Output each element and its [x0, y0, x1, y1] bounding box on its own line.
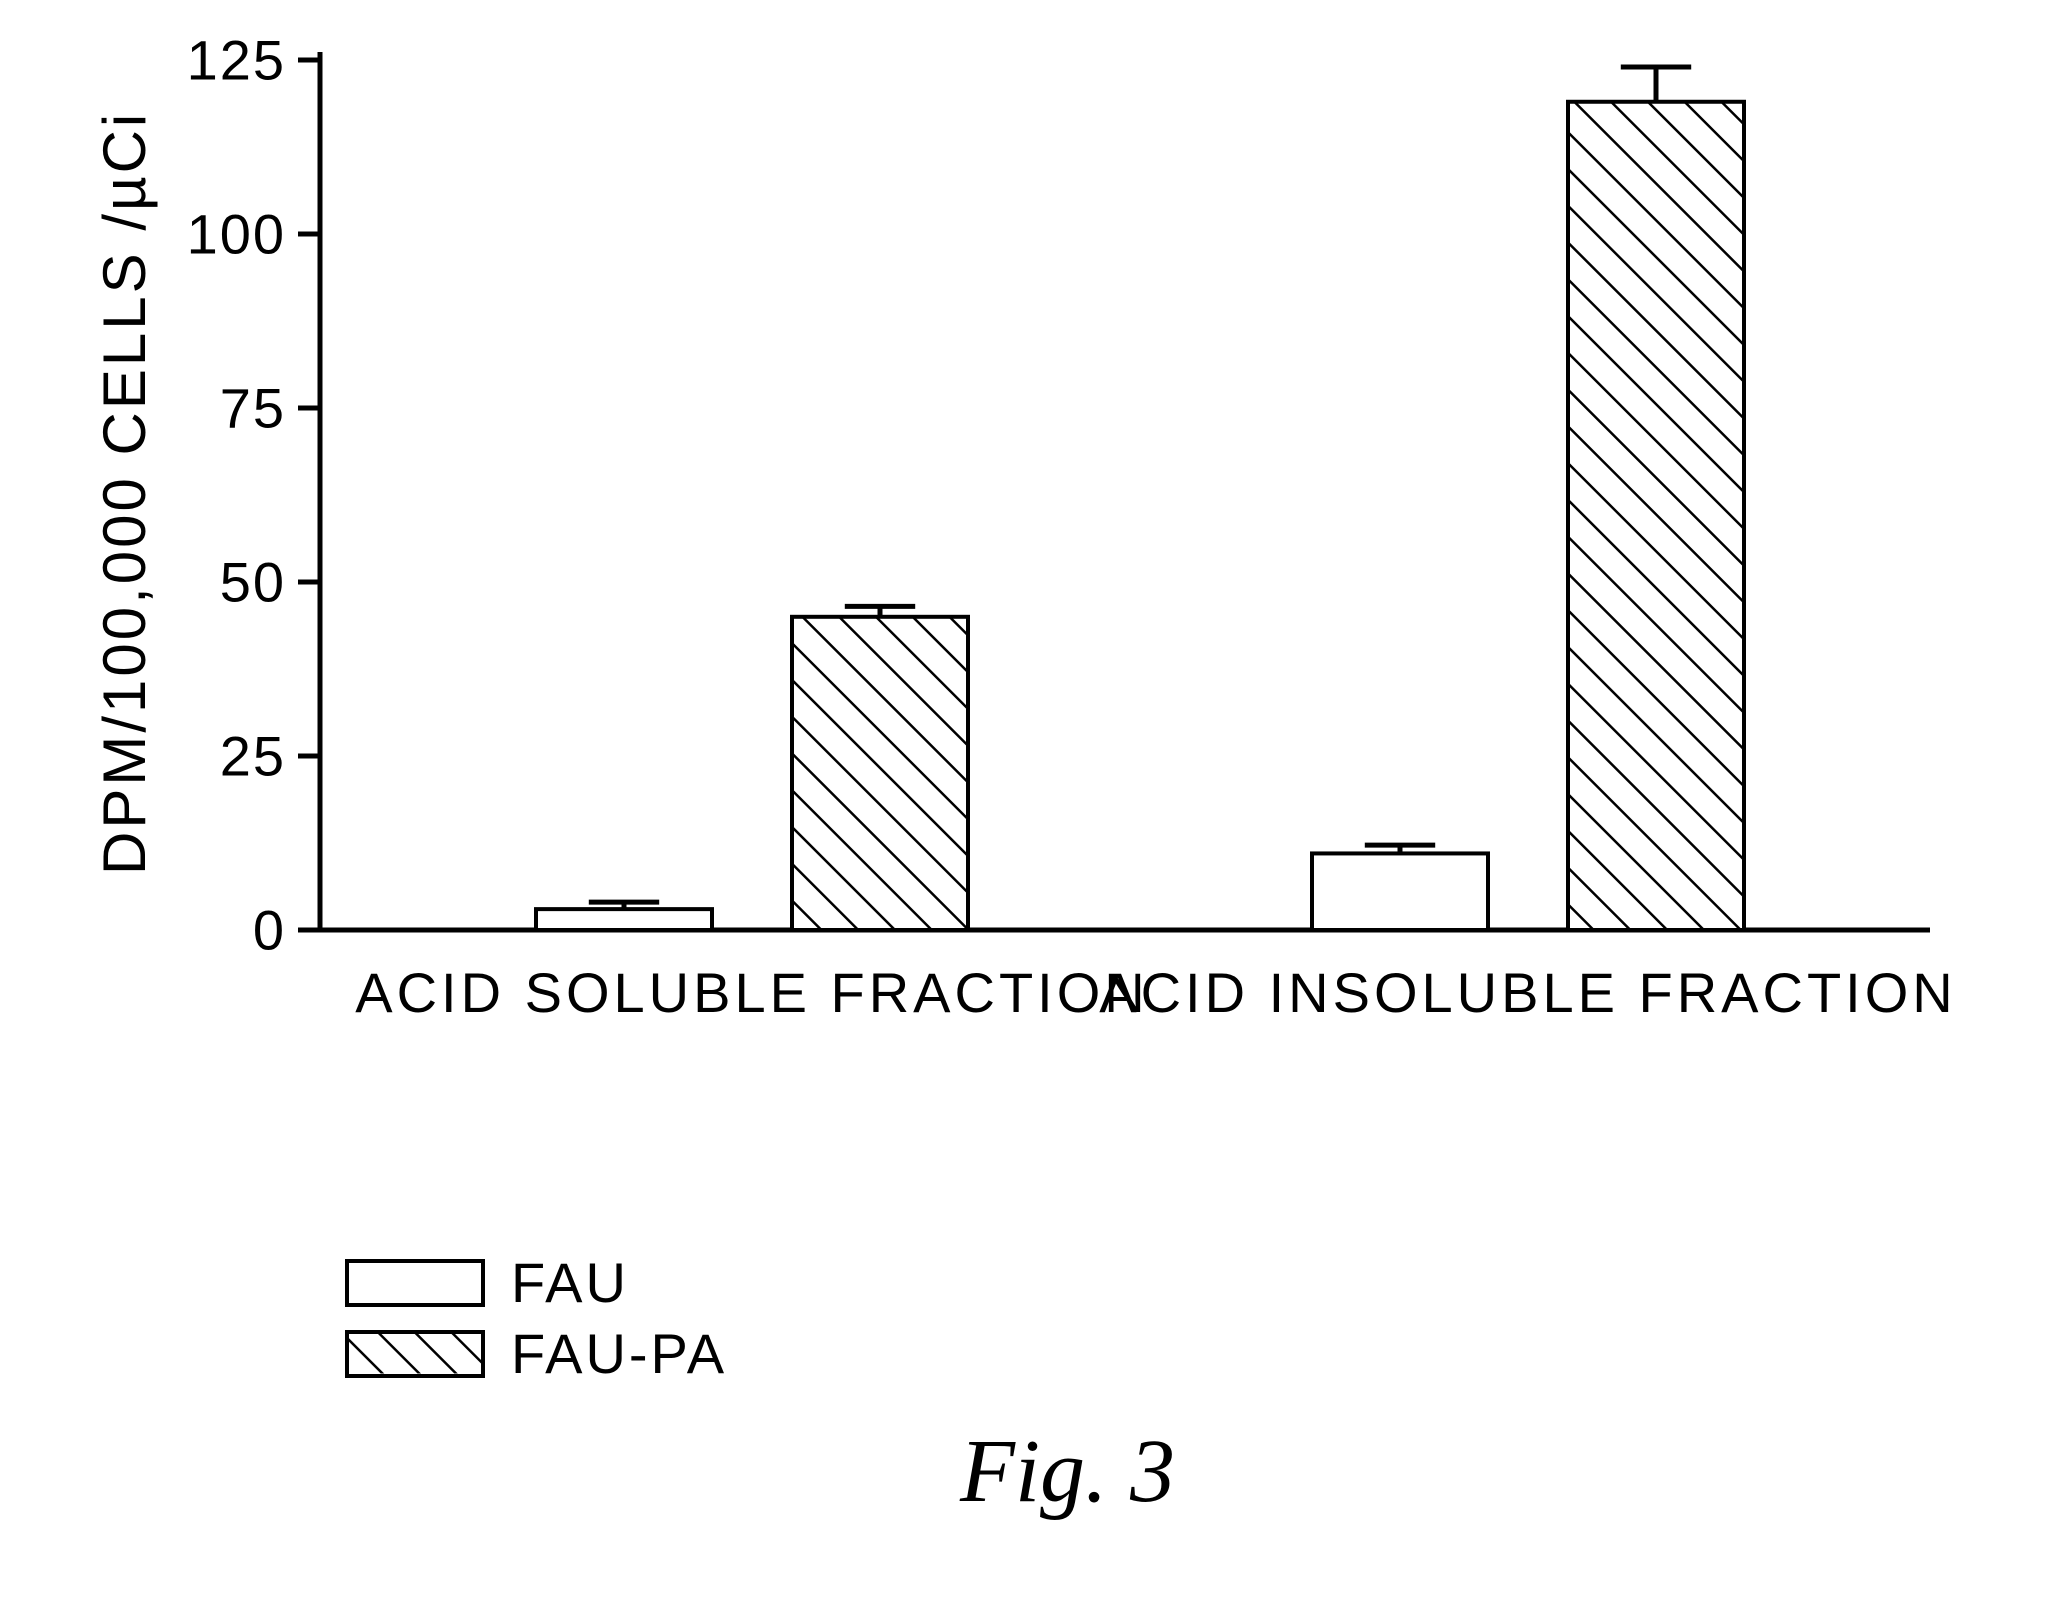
- legend-label: FAU-PA: [511, 1321, 727, 1386]
- x-group-label: ACID SOLUBLE FRACTION: [355, 960, 1148, 1025]
- bar-FAU_PA: [1568, 67, 1744, 930]
- y-tick-label: 50: [176, 550, 286, 615]
- legend-item-FAU: FAU: [345, 1250, 727, 1315]
- y-tick-label: 75: [176, 376, 286, 441]
- y-tick-label: 25: [176, 724, 286, 789]
- legend-swatch: [345, 1259, 485, 1307]
- legend: FAUFAU-PA: [345, 1250, 727, 1392]
- legend-label: FAU: [511, 1250, 629, 1315]
- x-group-label: ACID INSOLUBLE FRACTION: [1099, 960, 1956, 1025]
- figure-caption: Fig. 3: [960, 1420, 1175, 1523]
- chart-container: [0, 0, 2060, 1614]
- bar-chart-svg: [0, 0, 2060, 1609]
- bar-FAU: [536, 902, 712, 930]
- legend-swatch: [345, 1330, 485, 1378]
- y-tick-label: 125: [176, 28, 286, 93]
- y-axis-title: DPM/100,000 CELLS /µCi: [90, 111, 159, 875]
- y-tick-label: 0: [176, 898, 286, 963]
- bar-FAU: [1312, 845, 1488, 930]
- legend-item-FAU_PA: FAU-PA: [345, 1321, 727, 1386]
- bar-FAU_PA: [792, 606, 968, 930]
- y-tick-label: 100: [176, 202, 286, 267]
